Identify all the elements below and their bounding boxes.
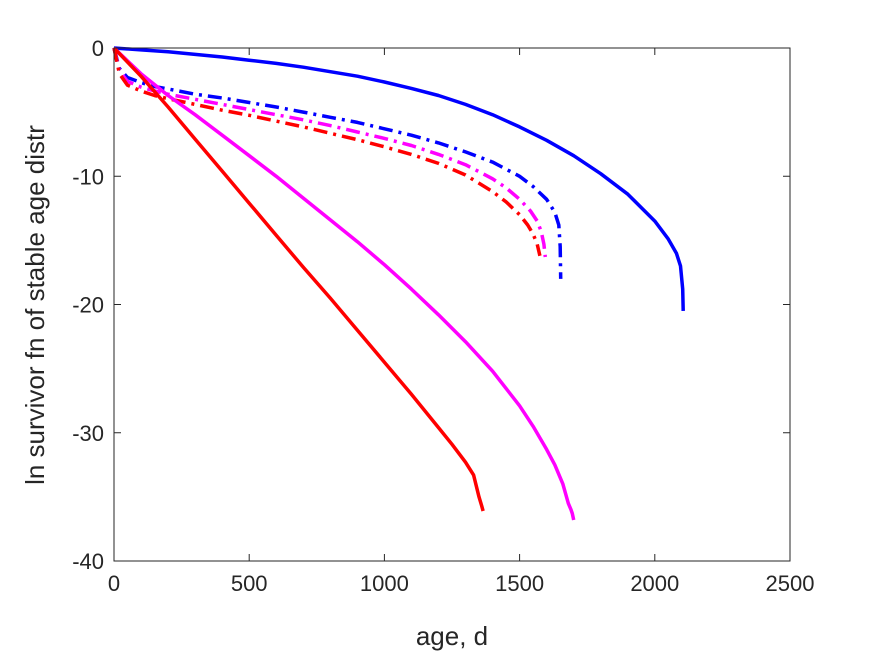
tick-layer: 0 500 1000 1500 2000 2500 0 -10 -20 -30 -40 [72, 36, 814, 596]
x-tick-label: 500 [231, 571, 268, 596]
series-line-1 [113, 46, 685, 311]
y-tick-label: -40 [72, 549, 104, 574]
y-axis-label: ln survivor fn of stable age distr [20, 125, 50, 485]
series-line-5 [112, 46, 576, 521]
plot-background [114, 48, 790, 561]
x-axis-label: age, d [416, 621, 488, 651]
series-layer [112, 46, 685, 521]
x-tick-label: 0 [108, 571, 120, 596]
series-line-4 [112, 47, 542, 257]
y-tick-label: 0 [92, 36, 104, 61]
y-tick-label: -30 [72, 421, 104, 446]
x-tick-label: 1500 [495, 571, 544, 596]
series-line-6 [112, 46, 485, 512]
x-tick-label: 2000 [630, 571, 679, 596]
x-tick-label: 1000 [360, 571, 409, 596]
x-tick-label: 2500 [766, 571, 815, 596]
y-tick-label: -10 [72, 164, 104, 189]
y-tick-label: -20 [72, 293, 104, 318]
